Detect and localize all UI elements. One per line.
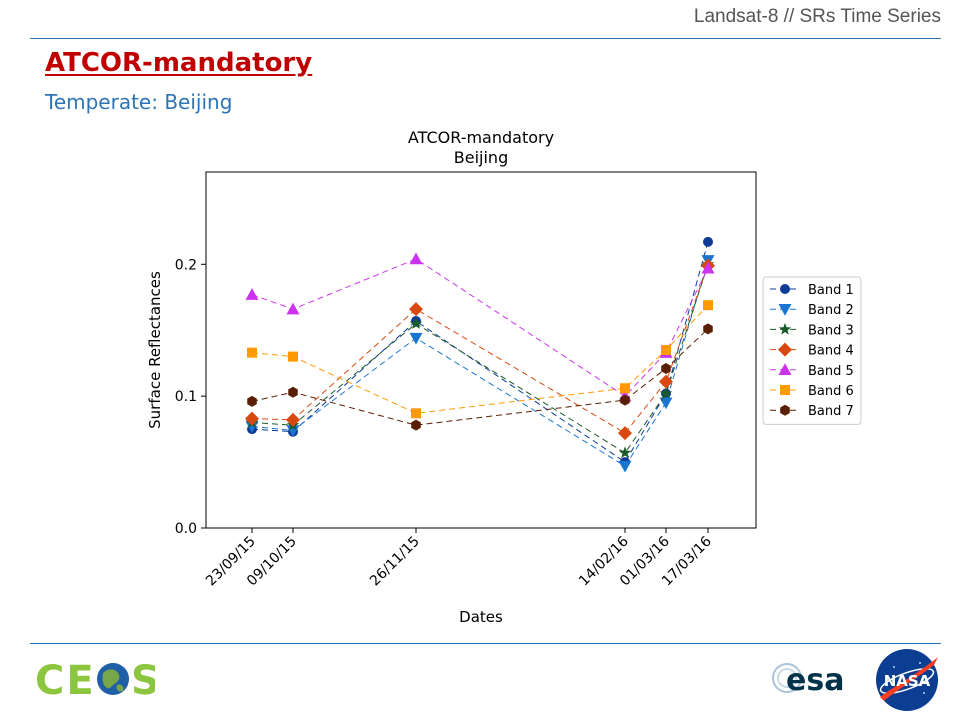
legend: Band 1 Band 2 Band 3 Band 4 Band 5 Band 6 Band… (762, 276, 862, 425)
series-band-5 (245, 252, 715, 402)
line-chart: ATCOR-mandatory Beijing 0.00.10.223/09/1… (146, 128, 862, 626)
data-point (701, 261, 715, 274)
series-line (251, 264, 709, 454)
series-line (251, 328, 709, 426)
data-point (245, 288, 259, 300)
legend-marker (780, 284, 790, 294)
legend-marker (778, 342, 792, 357)
data-point (661, 345, 671, 355)
esa-logo: esa (772, 663, 844, 698)
data-point (411, 408, 421, 419)
data-point (618, 460, 632, 473)
series-band-2 (245, 255, 715, 473)
deck-title: Landsat-8 // SRs Time Series (693, 6, 941, 27)
header-divider (30, 38, 941, 39)
data-point (659, 397, 673, 410)
data-point (409, 332, 423, 345)
legend-label: Band 5 (808, 364, 854, 379)
data-point (286, 412, 300, 427)
x-axis-label: Dates (459, 608, 503, 626)
legend-label: Band 7 (808, 404, 854, 419)
footer-divider (30, 643, 941, 644)
legend-item: Band 3 (770, 322, 854, 338)
series-line (251, 304, 709, 414)
legend-item: Band 5 (770, 363, 854, 379)
series-band-4 (245, 258, 715, 441)
svg-text:esa: esa (786, 663, 844, 698)
y-tick-label: 0.1 (175, 389, 197, 405)
y-tick-label: 0.0 (175, 521, 197, 537)
series-band-6 (247, 300, 713, 419)
chart-title: ATCOR-mandatory (408, 128, 554, 147)
data-point (620, 394, 630, 406)
series-band-3 (245, 257, 715, 459)
data-point (247, 347, 257, 358)
data-point (659, 387, 673, 399)
legend-label: Band 2 (808, 303, 854, 318)
series-line (251, 241, 709, 463)
series-layer (245, 236, 715, 473)
slide-subtitle: Temperate: Beijing (45, 90, 233, 114)
legend-marker (778, 304, 792, 316)
data-point (245, 421, 259, 433)
data-point (409, 317, 423, 329)
x-tick-label: 26/11/15 (367, 534, 423, 590)
data-point (409, 252, 423, 265)
legend-marker (780, 404, 790, 416)
nasa-logo: NASA (876, 649, 938, 711)
data-point (703, 236, 713, 247)
y-tick-label: 0.2 (175, 257, 197, 273)
legend-item: Band 2 (770, 303, 854, 318)
legend-item: Band 1 (770, 283, 854, 298)
data-point (409, 302, 423, 317)
legend-marker (780, 385, 790, 395)
legend-item: Band 7 (770, 404, 854, 419)
series-line (251, 265, 709, 434)
data-point (618, 426, 632, 441)
data-point (288, 386, 298, 398)
series-line (251, 258, 709, 397)
data-point (286, 425, 300, 437)
data-point (703, 300, 713, 311)
chart-subtitle: Beijing (454, 148, 508, 167)
slide-title: ATCOR-mandatory (45, 48, 313, 78)
svg-text:NASA: NASA (884, 672, 931, 690)
data-point (661, 362, 671, 374)
series-band-7 (247, 323, 713, 431)
data-point (245, 411, 259, 426)
data-point (620, 383, 630, 394)
data-point (247, 395, 257, 407)
legend-item: Band 6 (770, 384, 854, 399)
ceos-logo: CE S (35, 658, 155, 704)
series-band-1 (247, 236, 713, 468)
data-point (659, 374, 673, 389)
data-point (618, 446, 632, 459)
svg-text:CE: CE (35, 658, 96, 704)
legend-label: Band 6 (808, 384, 854, 399)
legend-label: Band 4 (808, 344, 854, 359)
svg-text:S: S (131, 658, 155, 704)
data-point (411, 419, 421, 431)
legend-marker (778, 363, 792, 375)
legend-marker (778, 322, 792, 335)
legend-item: Band 4 (770, 342, 854, 359)
series-line (251, 260, 709, 467)
y-axis-label: Surface Reflectances (146, 271, 164, 429)
data-point (286, 302, 300, 315)
data-point (288, 351, 298, 362)
data-point (703, 323, 713, 335)
legend-label: Band 1 (808, 283, 854, 298)
plot-frame (205, 171, 757, 529)
legend-label: Band 3 (808, 323, 854, 338)
